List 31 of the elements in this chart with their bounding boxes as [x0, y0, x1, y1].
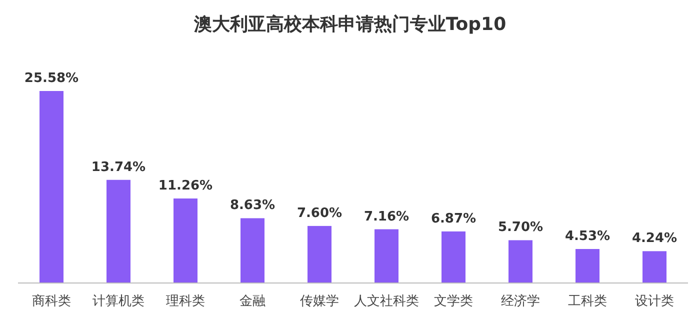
- bar: [442, 231, 466, 283]
- data-label: 7.60%: [296, 206, 342, 221]
- bar: [642, 251, 666, 283]
- bar: [374, 229, 398, 283]
- x-tick-label: 设计类: [635, 294, 674, 309]
- bar: [240, 218, 264, 283]
- bar: [174, 198, 198, 283]
- bar: [308, 226, 332, 283]
- x-tick-label: 金融: [240, 294, 266, 309]
- data-label: 11.26%: [158, 178, 213, 194]
- data-label: 5.70%: [498, 220, 544, 236]
- data-label: 8.63%: [230, 198, 276, 214]
- chart-title: 澳大利亚高校本科申请热门专业Top10: [192, 14, 506, 35]
- data-label: 4.53%: [564, 229, 610, 244]
- bar: [40, 91, 64, 283]
- data-label: 4.24%: [632, 231, 678, 246]
- x-tick-label: 计算机类: [92, 294, 144, 309]
- data-label: 7.16%: [364, 209, 410, 224]
- x-tick-label: 人文社科类: [354, 294, 419, 309]
- data-label: 6.87%: [430, 211, 476, 226]
- x-tick-label: 传媒学: [300, 294, 339, 309]
- x-tick-label: 商科类: [32, 294, 71, 309]
- data-label: 25.58%: [24, 71, 79, 86]
- bar: [106, 180, 130, 283]
- bar: [576, 249, 600, 283]
- bar: [508, 240, 532, 283]
- data-label: 13.74%: [91, 160, 146, 175]
- x-tick-label: 工科类: [568, 294, 607, 309]
- x-tick-label: 理科类: [166, 294, 205, 309]
- x-tick-label: 经济学: [501, 294, 540, 309]
- x-tick-label: 文学类: [434, 294, 473, 309]
